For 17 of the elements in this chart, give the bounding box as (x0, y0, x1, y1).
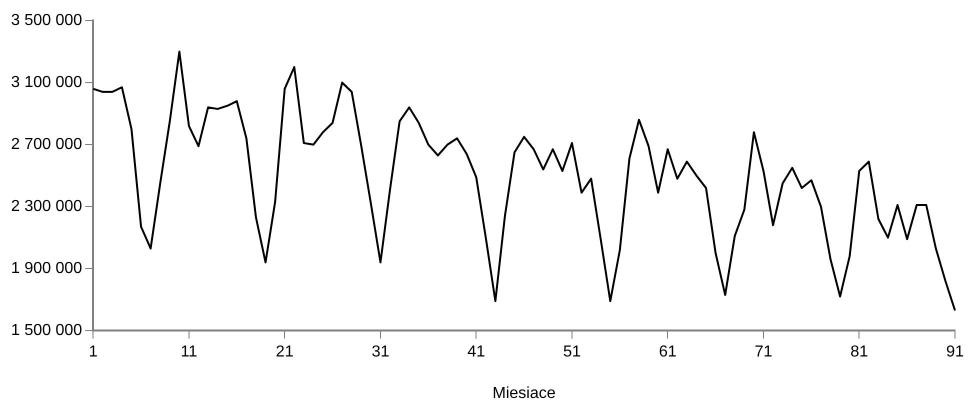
x-tick-label: 1 (88, 344, 98, 361)
x-tick-label: 41 (467, 344, 486, 361)
x-tick-label: 21 (276, 344, 294, 361)
y-tick-label: 3 500 000 (10, 12, 82, 30)
y-tick-label: 2 700 000 (10, 136, 82, 154)
y-tick-label: 1 900 000 (10, 260, 82, 278)
x-tick-label: 91 (946, 344, 964, 361)
x-axis-title: Miesiace (492, 384, 556, 402)
x-tick-label: 81 (850, 344, 868, 361)
x-tick-label: 61 (658, 344, 677, 361)
x-tick-label: 51 (563, 344, 581, 361)
y-tick-label: 2 300 000 (10, 198, 82, 216)
x-tick-label: 11 (180, 344, 198, 361)
y-tick-label: 3 100 000 (10, 74, 82, 92)
x-tick-label: 71 (754, 344, 772, 361)
y-tick-label: 1 500 000 (10, 322, 82, 340)
x-tick-label: 31 (372, 344, 390, 361)
